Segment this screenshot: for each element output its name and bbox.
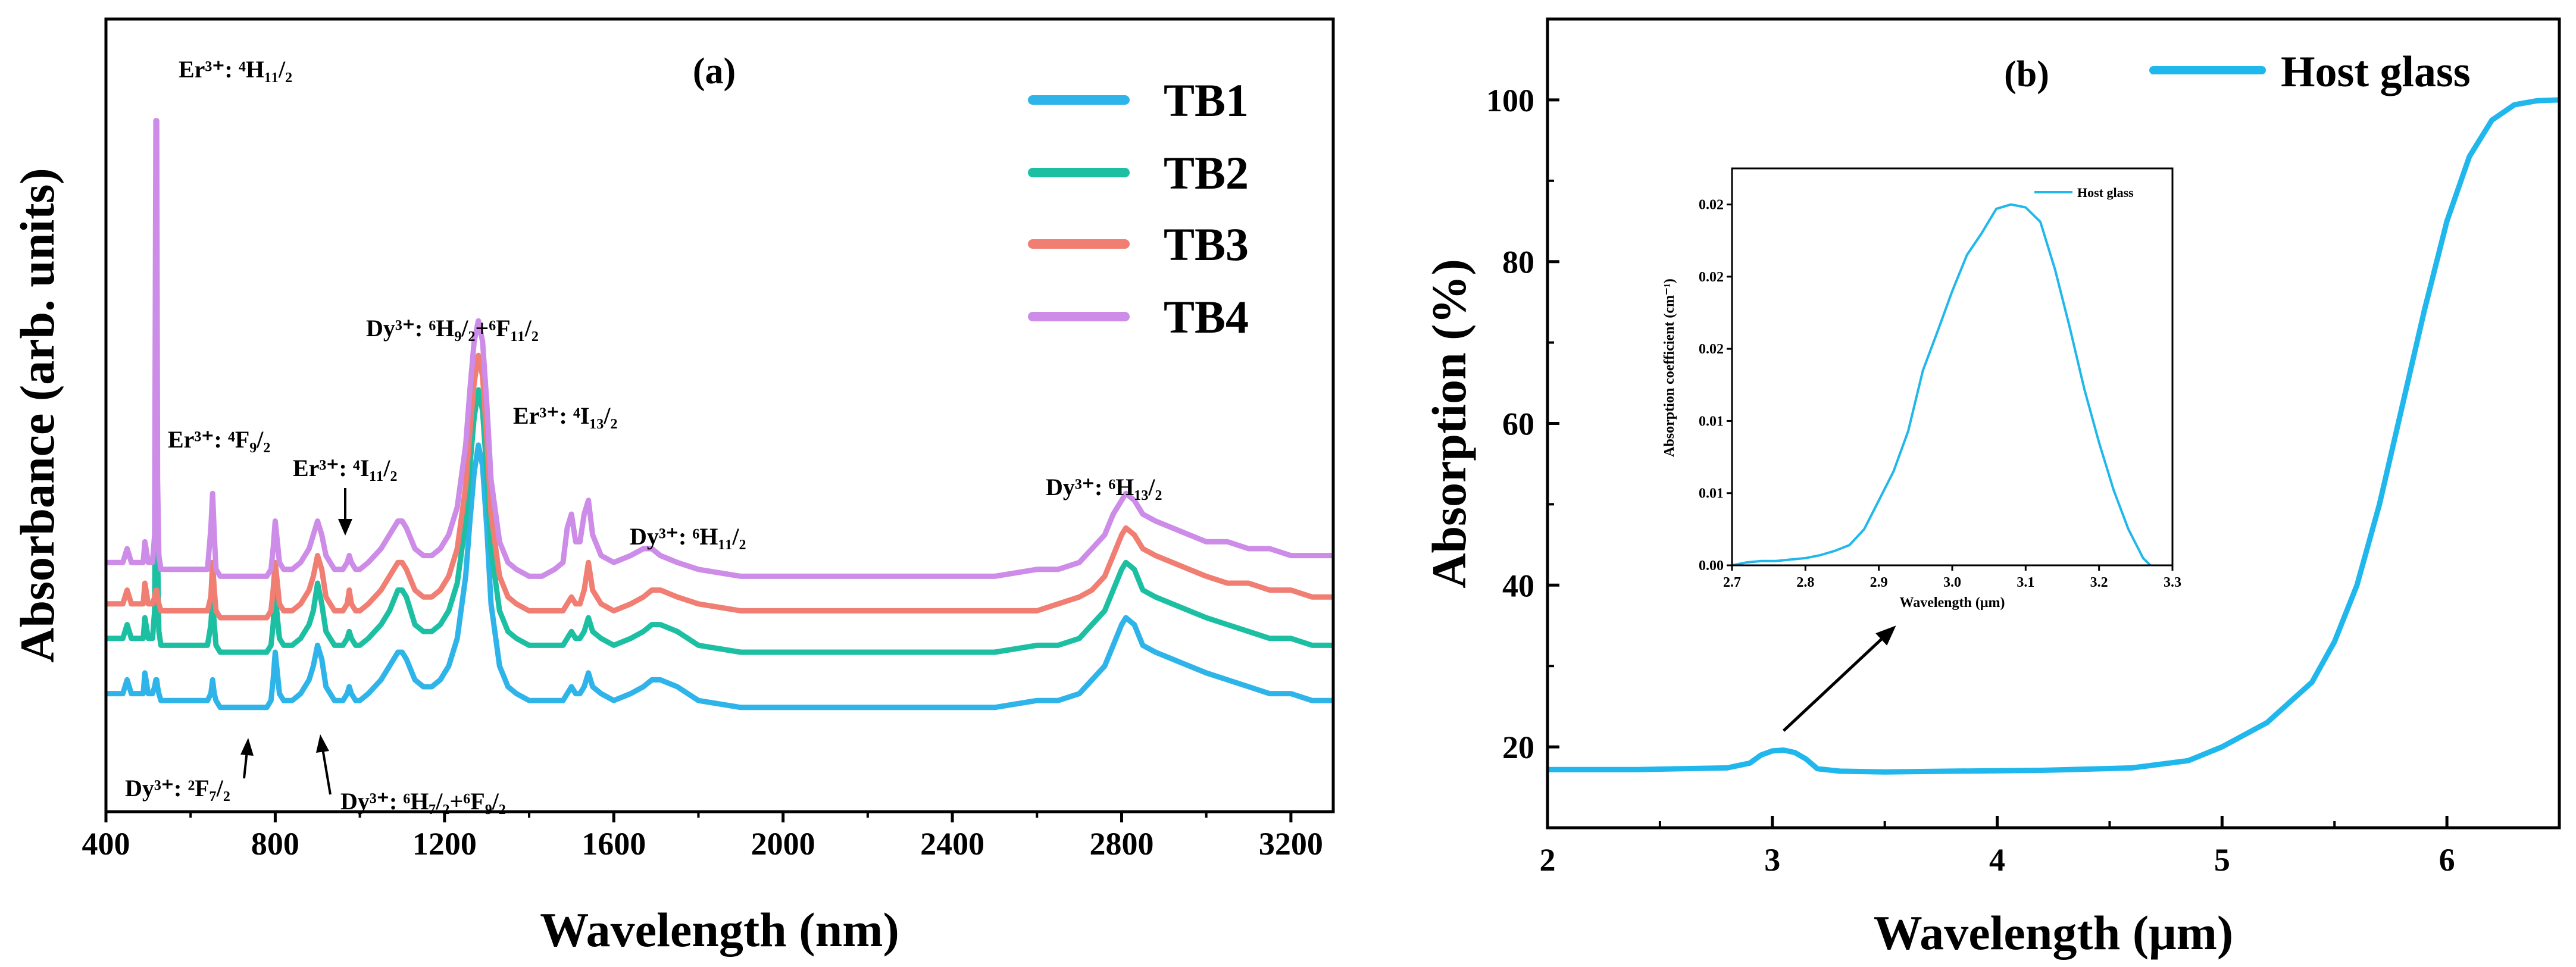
x-tick-label: 800 bbox=[251, 826, 299, 862]
panel-b: 2 3 4 5 6 20 40 60 80 100 Wavelength (μm) Absorpt… bbox=[1422, 17, 2561, 960]
arrowhead-er-4i11-2 bbox=[338, 519, 352, 536]
y-tick-label: 80 bbox=[1502, 245, 1534, 280]
y-tick-label: 100 bbox=[1486, 83, 1534, 118]
inset-x-tick-label: 3.1 bbox=[2017, 575, 2034, 590]
inset-x-tick-label: 3.3 bbox=[2164, 575, 2181, 590]
series-line-host-glass bbox=[1548, 97, 2560, 775]
panel-a-frame bbox=[104, 17, 1335, 813]
inset-pointer-arrowhead bbox=[1875, 625, 1896, 646]
inset-y-tick-label: 0.02 bbox=[1699, 342, 1724, 357]
series-line-tb1 bbox=[106, 442, 1333, 711]
inset-x-tick-label: 2.8 bbox=[1796, 575, 1814, 590]
panel-a-x-ticks: 400 800 1200 1600 2000 2400 2800 3200 bbox=[82, 812, 1323, 862]
x-tick-label: 2800 bbox=[1089, 826, 1153, 862]
panel-b-label: (b) bbox=[2004, 54, 2049, 95]
annotation-dy-6h7-2-6f9-2: Dy³⁺: ⁶H₇/₂+⁶F₉/₂ bbox=[340, 788, 506, 815]
panel-a-legend: TB1 TB2 TB3 TB4 bbox=[1028, 74, 1249, 343]
y-tick-label: 60 bbox=[1502, 406, 1534, 442]
panel-b-ticks: 2 3 4 5 6 20 40 60 80 100 bbox=[1486, 18, 2455, 878]
series-line-tb3 bbox=[106, 352, 1333, 621]
inset-x-axis-title: Wavelength (μm) bbox=[1900, 595, 2005, 611]
panel-a-x-axis-title: Wavelength (nm) bbox=[540, 903, 899, 957]
panel-a-y-axis-title: Absorbance (arb. units) bbox=[10, 168, 64, 662]
x-tick-label: 4 bbox=[1989, 842, 2005, 878]
inset-pointer-arrow bbox=[1782, 638, 1883, 732]
x-tick-label: 1600 bbox=[582, 826, 646, 862]
panel-b-plot-area bbox=[1548, 97, 2560, 775]
inset-y-tick-label: 0.01 bbox=[1699, 414, 1724, 429]
inset-y-axis-title: Absorption coefficient (cm⁻¹) bbox=[1662, 278, 1677, 457]
x-tick-label: 400 bbox=[82, 826, 130, 862]
inset-y-tick-label: 0.02 bbox=[1699, 270, 1724, 285]
series-line-tb2 bbox=[106, 387, 1333, 655]
legend-label-tb1: TB1 bbox=[1164, 74, 1249, 126]
x-tick-label: 2000 bbox=[751, 826, 815, 862]
inset-ticks: 2.7 2.8 2.9 3.0 3.1 3.2 3.3 0.00 0.01 0.01 0.02 0.0… bbox=[1699, 198, 2181, 590]
inset-y-tick-label: 0.01 bbox=[1699, 486, 1724, 502]
annotation-dy-6h11-2: Dy³⁺: ⁶H₁₁/₂ bbox=[630, 523, 746, 550]
inset-plot-area bbox=[1731, 203, 2152, 567]
x-tick-label: 2400 bbox=[920, 826, 984, 862]
inset-legend-label: Host glass bbox=[2077, 185, 2134, 200]
legend-label-tb2: TB2 bbox=[1164, 147, 1249, 199]
annotation-er-4i13-2: Er³⁺: ⁴I₁₃/₂ bbox=[513, 402, 618, 429]
annotation-er-4f9-2: Er³⁺: ⁴F₉/₂ bbox=[168, 426, 270, 453]
x-tick-label: 3200 bbox=[1259, 826, 1323, 862]
arrowhead-dy-2f7-2 bbox=[240, 738, 254, 756]
arrowhead-dy-6h7-2-6f9-2 bbox=[316, 734, 329, 753]
arrow-dy-2f7-2 bbox=[243, 750, 248, 779]
series-line-tb4 bbox=[106, 118, 1333, 579]
inset-background bbox=[1732, 168, 2172, 565]
y-tick-label: 20 bbox=[1502, 730, 1534, 765]
annotation-dy-6h13-2: Dy³⁺: ⁶H₁₃/₂ bbox=[1046, 474, 1162, 500]
panel-a-label: (a) bbox=[693, 51, 736, 92]
y-tick-label: 40 bbox=[1502, 568, 1534, 603]
annotation-dy-2f7-2: Dy³⁺: ²F₇/₂ bbox=[125, 775, 230, 802]
panel-a-plot-area bbox=[106, 118, 1333, 711]
inset-y-tick-label: 0.02 bbox=[1699, 198, 1724, 213]
panel-a-annotations: Er³⁺: ⁴H₁₁/₂ Er³⁺: ⁴F₉/₂ Er³⁺: ⁴I₁₁/₂ Dy… bbox=[125, 56, 1162, 815]
legend-label-tb4: TB4 bbox=[1164, 291, 1249, 343]
annotation-er-4h11-2: Er³⁺: ⁴H₁₁/₂ bbox=[179, 56, 292, 83]
panel-b-y-axis-title: Absorption (%) bbox=[1422, 259, 1476, 589]
inset-chart: 2.7 2.8 2.9 3.0 3.1 3.2 3.3 0.00 0.01 0.01 0.02 0.0… bbox=[1662, 167, 2181, 611]
panel-b-legend-label: Host glass bbox=[2281, 48, 2471, 96]
inset-series-line-host-glass bbox=[1731, 203, 2152, 567]
annotation-er-4i11-2: Er³⁺: ⁴I₁₁/₂ bbox=[293, 455, 398, 481]
x-tick-label: 3 bbox=[1764, 842, 1780, 878]
x-tick-label: 1200 bbox=[412, 826, 477, 862]
x-tick-label: 5 bbox=[2214, 842, 2230, 878]
arrow-dy-6h7-2-6f9-2 bbox=[321, 748, 332, 795]
legend-label-tb3: TB3 bbox=[1164, 218, 1249, 270]
inset-x-tick-label: 3.2 bbox=[2090, 575, 2108, 590]
panel-b-x-axis-title: Wavelength (μm) bbox=[1874, 906, 2233, 960]
annotation-dy-6h9-2-6f11-2: Dy³⁺: ⁶H₉/₂+⁶F₁₁/₂ bbox=[366, 315, 539, 342]
inset-x-tick-label: 2.7 bbox=[1723, 575, 1741, 590]
x-tick-label: 6 bbox=[2439, 842, 2455, 878]
panel-a: 400 800 1200 1600 2000 2400 2800 3200 Wavelengt… bbox=[10, 17, 1335, 957]
inset-x-tick-label: 2.9 bbox=[1870, 575, 1888, 590]
inset-y-tick-label: 0.00 bbox=[1699, 558, 1724, 574]
inset-x-tick-label: 3.0 bbox=[1943, 575, 1961, 590]
x-tick-label: 2 bbox=[1540, 842, 1556, 878]
